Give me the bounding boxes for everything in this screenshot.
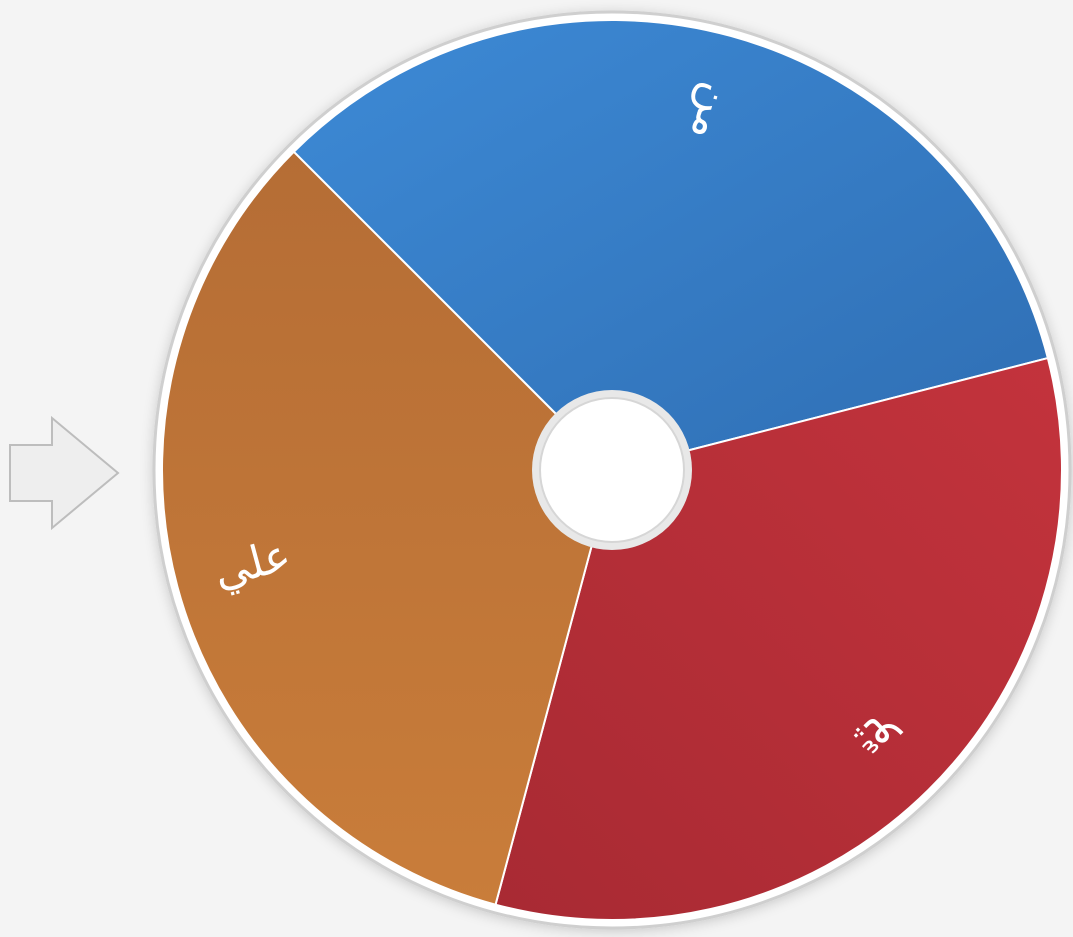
hub[interactable] — [539, 397, 685, 543]
wheel-segment — [161, 150, 614, 906]
wheel-segments[interactable] — [161, 19, 1063, 921]
wheel-segment — [292, 19, 1050, 472]
pointer-arrow — [9, 415, 120, 531]
